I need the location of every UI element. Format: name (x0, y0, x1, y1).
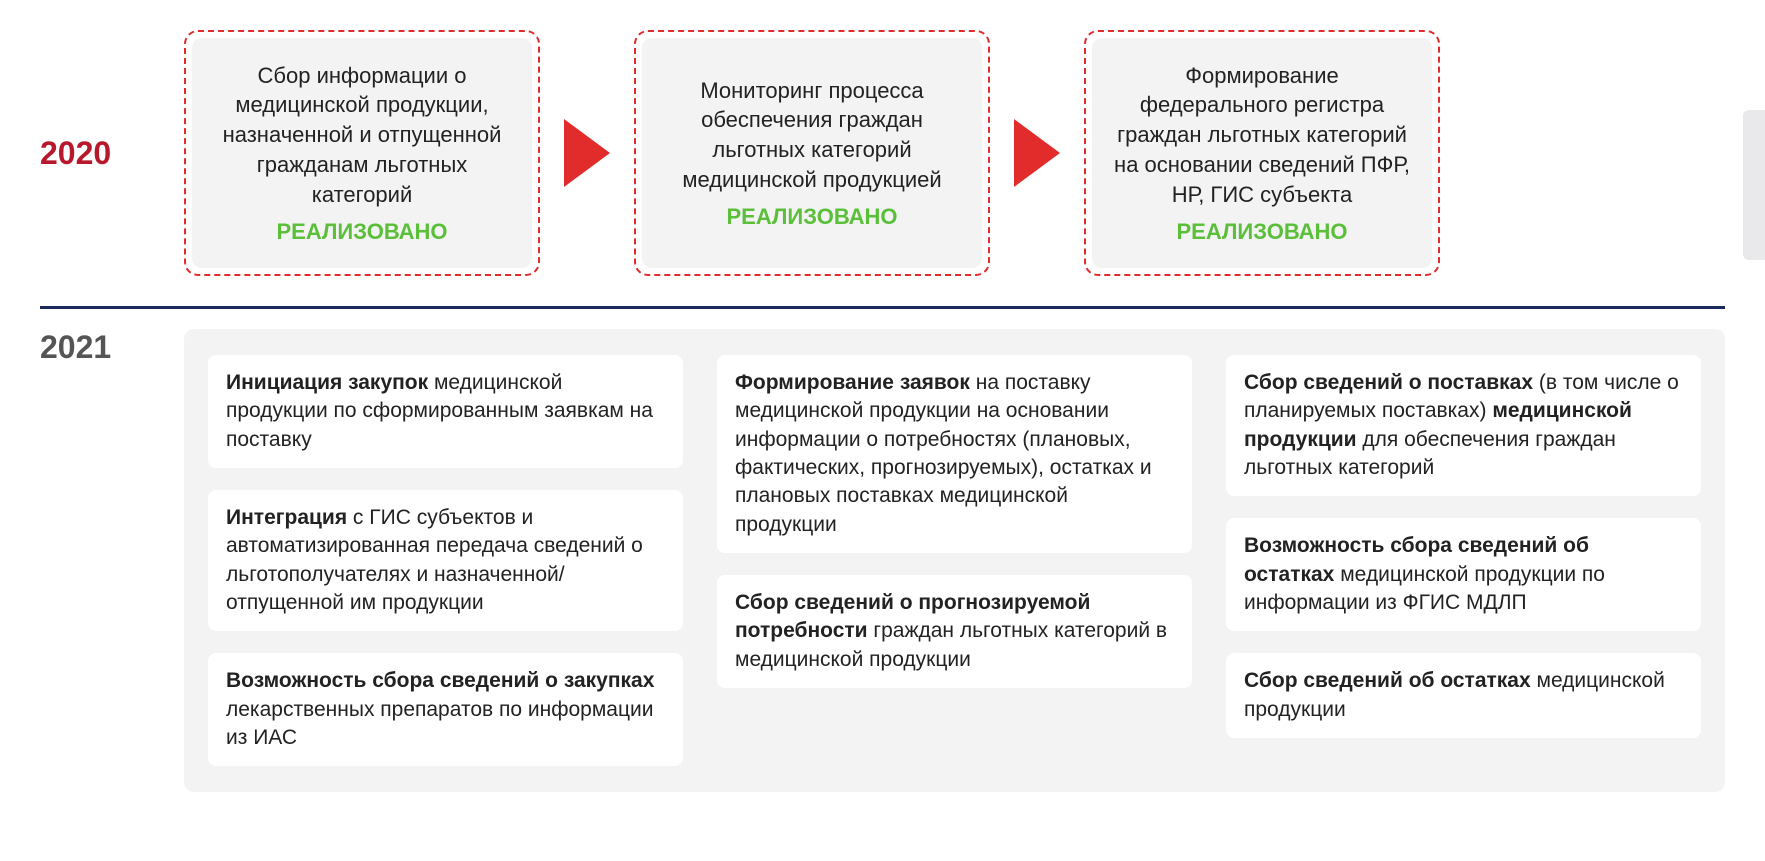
card-bold: Инициация закупок (226, 371, 428, 394)
stage-box-2-text: Мониторинг процесса обеспечения граждан … (660, 76, 964, 195)
stage-box-1-inner: Сбор информации о медицинской продукции,… (192, 38, 532, 268)
stage-box-2-status: РЕАЛИЗОВАНО (660, 204, 964, 230)
column-2: Формирование заявок на поставку медицинс… (717, 355, 1192, 766)
card-text: лекарственных препаратов по информации и… (226, 698, 653, 749)
column-1: Инициация закупок медицинской продукции … (208, 355, 683, 766)
card-1-1: Инициация закупок медицинской продукции … (208, 355, 683, 468)
card-2-1: Формирование заявок на поставку медицинс… (717, 355, 1192, 553)
card-3-1: Сбор сведений о поставках (в том числе о… (1226, 355, 1701, 496)
section-divider (40, 306, 1725, 309)
card-3-2: Возможность сбора сведений об остатках м… (1226, 518, 1701, 631)
card-bold: Интеграция (226, 506, 347, 529)
year-2020-label: 2020 (40, 135, 160, 172)
stage-box-1-status: РЕАЛИЗОВАНО (210, 219, 514, 245)
stage-box-1: Сбор информации о медицинской продукции,… (184, 30, 540, 276)
card-1-2: Интеграция с ГИС субъектов и автоматизир… (208, 490, 683, 631)
edge-tab (1743, 110, 1765, 260)
stage-box-3-inner: Формирование федерального регистра гражд… (1092, 38, 1432, 268)
card-1-3: Возможность сбора сведений о закупках ле… (208, 653, 683, 766)
card-2-2: Сбор сведений о прогнозируемой потребнос… (717, 575, 1192, 688)
column-3: Сбор сведений о поставках (в том числе о… (1226, 355, 1701, 766)
stage-box-2-inner: Мониторинг процесса обеспечения граждан … (642, 38, 982, 268)
card-3-3: Сбор сведений об остатках медицинской пр… (1226, 653, 1701, 738)
stage-box-1-text: Сбор информации о медицинской продукции,… (210, 61, 514, 209)
section-2020: 2020 Сбор информации о медицинской проду… (40, 20, 1725, 306)
year-2021-label: 2021 (40, 329, 160, 366)
arrow-icon (1014, 119, 1060, 187)
section-2021: 2021 Инициация закупок медицинской проду… (40, 329, 1725, 792)
card-text: на поставку медицинской продукции на осн… (735, 371, 1152, 536)
stage-box-3: Формирование федерального регистра гражд… (1084, 30, 1440, 276)
arrow-icon (564, 119, 610, 187)
stage-box-3-status: РЕАЛИЗОВАНО (1110, 219, 1414, 245)
card-bold: Формирование заявок (735, 371, 970, 394)
stage-box-3-text: Формирование федерального регистра гражд… (1110, 61, 1414, 209)
panel-2021: Инициация закупок медицинской продукции … (184, 329, 1725, 792)
card-bold: Возможность сбора сведений о закупках (226, 669, 654, 692)
card-bold: Сбор сведений об остатках (1244, 669, 1531, 692)
card-bold: Сбор сведений о поставках (1244, 371, 1533, 394)
stage-box-2: Мониторинг процесса обеспечения граждан … (634, 30, 990, 276)
